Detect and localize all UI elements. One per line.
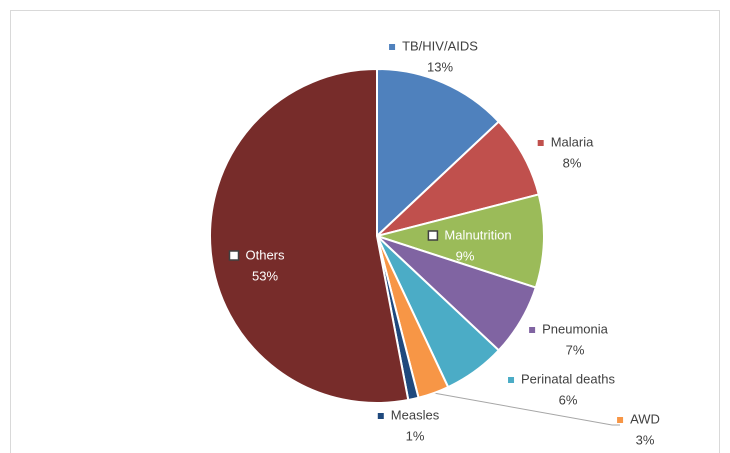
- leader-line: [427, 391, 620, 426]
- slice-label: Malaria: [551, 134, 594, 149]
- pie-slice: [373, 193, 545, 289]
- legend-key: [389, 44, 396, 50]
- slice-value-label: 53%: [252, 268, 278, 283]
- legend-key: [377, 413, 384, 419]
- slice-label: Measles: [391, 407, 440, 422]
- slice-value-label: 8%: [563, 155, 582, 170]
- legend-key: [228, 250, 240, 261]
- slice-label: Others: [245, 247, 285, 262]
- pie-slice: [209, 67, 410, 404]
- slice-value-label: 6%: [559, 392, 578, 407]
- slice-value-label: 13%: [427, 59, 453, 74]
- slice-label: AWD: [630, 411, 660, 426]
- legend-key: [537, 140, 544, 146]
- slice-label: Malnutrition: [444, 227, 511, 242]
- legend-key: [427, 230, 439, 241]
- slice-value-label: 3%: [636, 432, 655, 447]
- slice-label: Perinatal deaths: [521, 371, 615, 386]
- legend-key: [529, 327, 536, 333]
- slice-label: TB/HIV/AIDS: [402, 38, 478, 53]
- legend-key: [617, 417, 624, 423]
- slice-label: Pneumonia: [542, 321, 609, 336]
- slice-value-label: 7%: [566, 342, 585, 357]
- slice-value-label: 1%: [406, 428, 425, 443]
- pie-slice: [376, 67, 501, 239]
- slice-value-label: 9%: [456, 248, 475, 263]
- legend-key: [508, 377, 515, 383]
